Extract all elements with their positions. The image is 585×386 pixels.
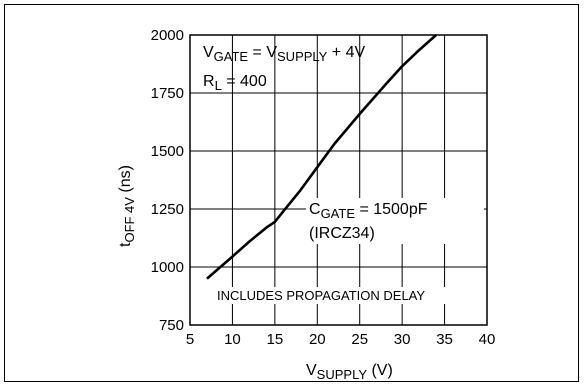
annotation-cgate: CGATE = 1500pF [309, 201, 428, 221]
x-axis-title: VSUPPLY (V) [306, 362, 393, 382]
y-tick-label: 1750 [151, 85, 184, 102]
annotation-rl: RL = 400 [203, 73, 267, 93]
x-tick-label: 5 [186, 331, 194, 348]
y-tick-label: 2000 [151, 27, 184, 44]
annotation-propagation: INCLUDES PROPAGATION DELAY [217, 288, 425, 303]
annotation-part: (IRCZ34) [309, 225, 375, 242]
plot-area [189, 34, 488, 326]
y-axis-title: tOFF 4V (ns) [117, 165, 137, 247]
x-tick-label: 35 [436, 331, 453, 348]
tick-labels: 5 10 15 20 25 30 35 40 750 1000 1250 1500 1750 2000 [151, 27, 496, 348]
grid [190, 35, 487, 325]
annotation-cgate-bg [306, 198, 484, 244]
y-tick-label: 1000 [151, 259, 184, 276]
chart-frame [4, 4, 579, 382]
annotation-propagation-bg [213, 287, 463, 304]
y-tick-label: 1500 [151, 143, 184, 160]
x-tick-label: 15 [267, 331, 284, 348]
x-tick-label: 40 [479, 331, 496, 348]
series-line [206, 34, 437, 280]
x-tick-label: 30 [394, 331, 411, 348]
x-tick-label: 20 [309, 331, 326, 348]
annotation-vgate: VGATE = VSUPPLY + 4V [203, 44, 365, 64]
x-tick-label: 25 [351, 331, 368, 348]
x-tick-label: 10 [224, 331, 241, 348]
y-tick-label: 1250 [151, 201, 184, 218]
y-tick-label: 750 [159, 317, 184, 334]
